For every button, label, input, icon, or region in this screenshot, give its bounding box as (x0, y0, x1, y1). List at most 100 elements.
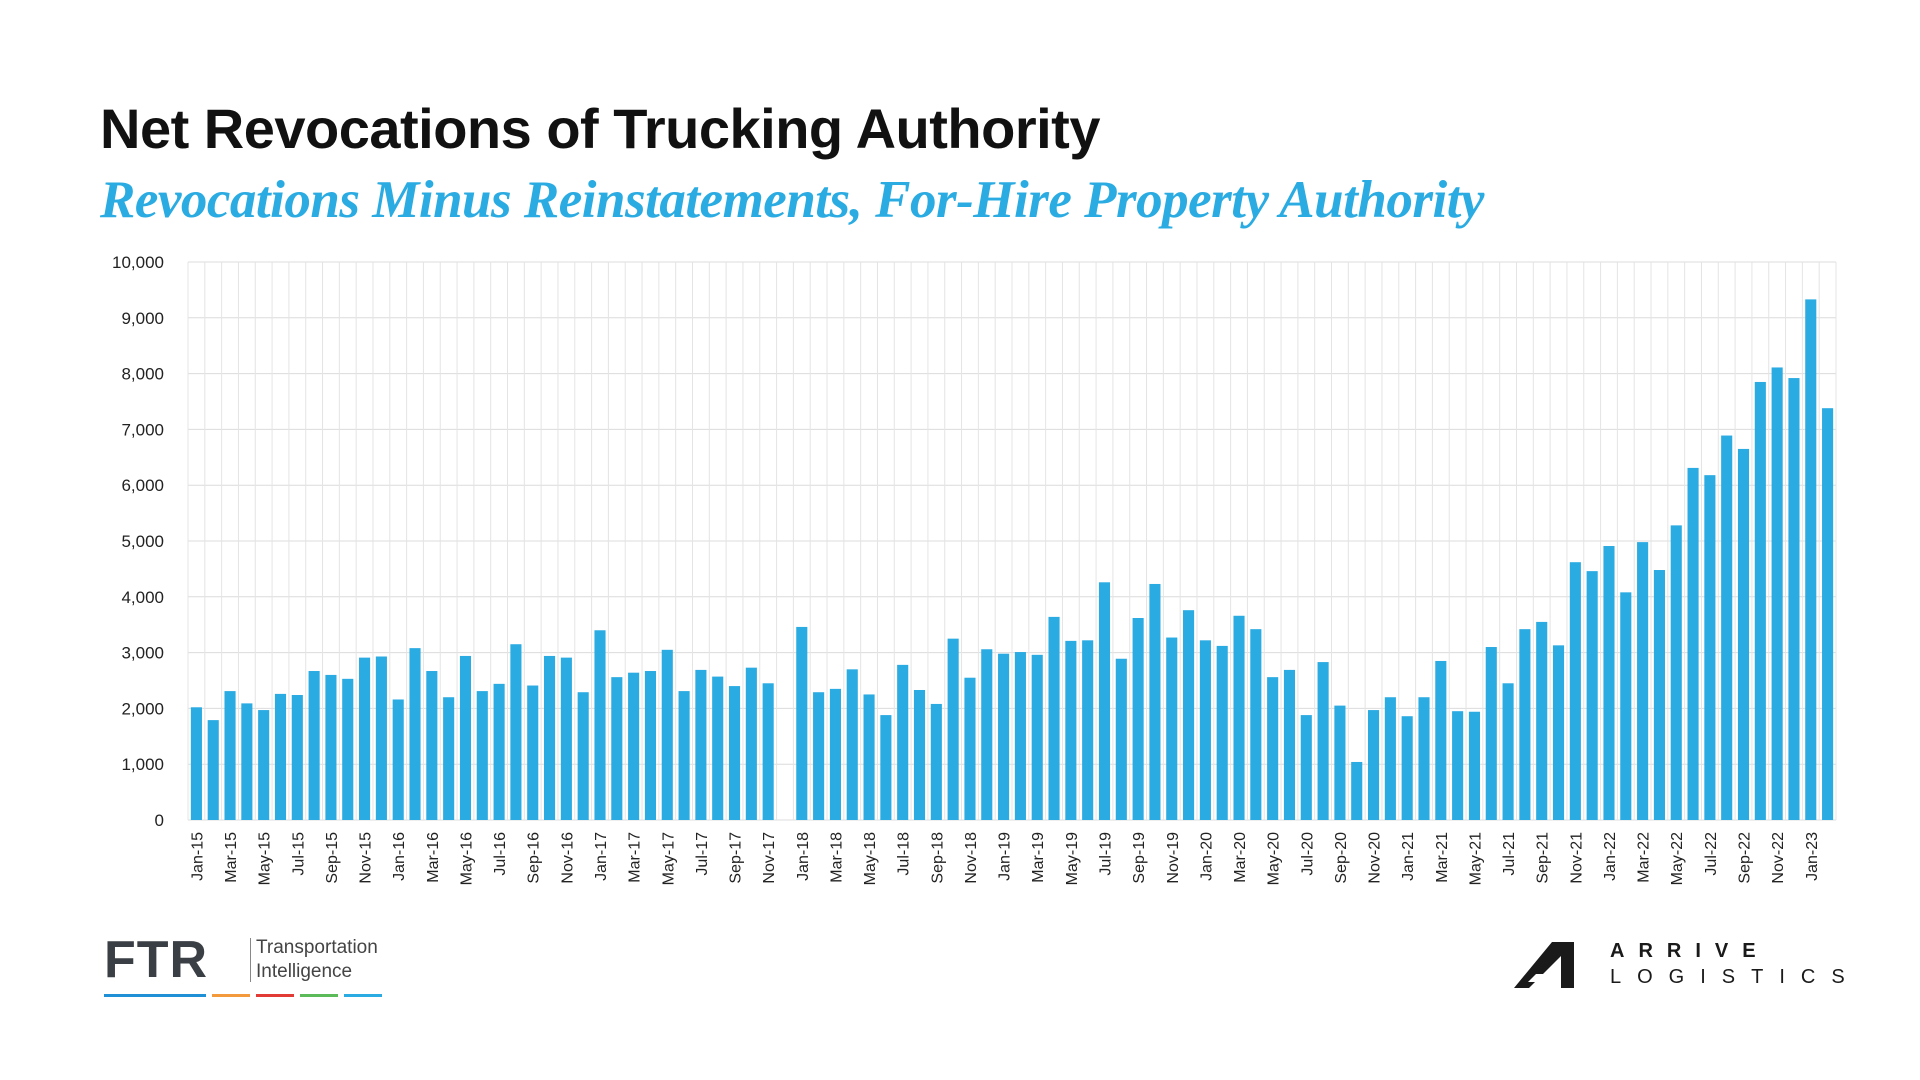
bar (678, 691, 690, 820)
x-tick-label: Sep-18 (929, 832, 946, 884)
x-axis-tick-labels: Jan-15 Mar-15 May-15 Jul-15 Sep-15 Nov-15 Jan-… (189, 832, 1820, 885)
bar (1653, 570, 1665, 820)
bar (1737, 448, 1750, 820)
chart-title: Net Revocations of Trucking Authority (100, 97, 1100, 160)
ftr-stripe (300, 994, 338, 997)
bar (947, 638, 959, 820)
y-tick-label: 8,000 (121, 365, 164, 384)
bar (1687, 467, 1699, 820)
y-tick-label: 2,000 (121, 699, 164, 718)
y-tick-label: 5,000 (121, 532, 164, 551)
bar (728, 686, 741, 820)
bar (325, 674, 337, 820)
x-tick-label: Jul-20 (1299, 832, 1316, 876)
x-tick-label: Mar-20 (1232, 832, 1249, 883)
bar (493, 683, 505, 820)
chart-subtitle: Revocations Minus Reinstatements, For-Hi… (100, 171, 1484, 229)
bar (1637, 542, 1649, 820)
bar (762, 683, 774, 820)
bar (1300, 715, 1312, 820)
x-tick-label: May-17 (660, 832, 677, 885)
x-tick-label: Mar-15 (223, 832, 240, 883)
x-tick-label: Jul-21 (1501, 832, 1518, 876)
x-tick-label: Mar-21 (1434, 832, 1451, 883)
bar (560, 657, 572, 820)
x-tick-label: Nov-18 (963, 832, 980, 884)
y-tick-label: 0 (155, 811, 164, 830)
bar (1536, 621, 1548, 820)
bar (846, 669, 858, 820)
x-tick-label: Jul-22 (1703, 832, 1720, 876)
bar (1065, 640, 1077, 820)
bar (1166, 637, 1178, 820)
ftr-tagline-line-2: Intelligence (256, 961, 353, 982)
bar (930, 703, 942, 820)
x-tick-label: Sep-15 (324, 832, 341, 884)
x-tick-label: Jan-21 (1400, 832, 1417, 881)
y-tick-label: 6,000 (121, 476, 164, 495)
bar (1822, 408, 1834, 820)
x-tick-label: Jul-17 (694, 832, 711, 876)
x-tick-label: Jul-18 (896, 832, 913, 876)
bar (1586, 571, 1598, 820)
x-tick-label: Mar-18 (828, 832, 845, 883)
chart-grid (187, 261, 1837, 821)
arrive-wordmark: ARRIVE (1610, 940, 1770, 962)
bar (998, 653, 1010, 820)
bar (1519, 629, 1531, 820)
bar (611, 677, 623, 820)
bar (1435, 660, 1447, 820)
bar (527, 685, 539, 820)
bar (1183, 610, 1195, 820)
bar (1283, 669, 1296, 820)
bar (1468, 711, 1480, 820)
x-tick-label: Jul-19 (1097, 832, 1114, 876)
bar (1334, 705, 1346, 820)
x-tick-label: Jan-18 (795, 832, 812, 881)
x-tick-label: Mar-16 (425, 832, 442, 883)
bar (291, 695, 303, 820)
x-tick-label: Jan-17 (593, 832, 610, 881)
ftr-tagline: Transportation Intelligence (256, 936, 378, 984)
x-tick-label: Sep-16 (526, 832, 543, 884)
bar-series (190, 299, 1834, 820)
x-tick-label: Sep-21 (1535, 832, 1552, 884)
bar (207, 720, 219, 820)
bar (274, 693, 287, 820)
bar (1216, 645, 1228, 820)
x-tick-label: Sep-19 (1131, 832, 1148, 884)
bar (443, 697, 455, 820)
x-tick-label: Nov-22 (1770, 832, 1787, 884)
bar (1620, 592, 1632, 820)
ftr-stripe (212, 994, 250, 997)
bar (1704, 475, 1716, 820)
bar (308, 671, 320, 820)
bar (1031, 654, 1043, 820)
bar (1771, 367, 1783, 820)
bar (258, 710, 270, 820)
bar (863, 694, 875, 820)
x-tick-label: Jan-15 (189, 832, 206, 881)
bar (1014, 652, 1026, 820)
bar (1098, 582, 1111, 820)
bar (476, 691, 488, 820)
bar (1368, 710, 1380, 820)
bar (964, 677, 976, 820)
bar (375, 656, 387, 820)
bar (1082, 640, 1094, 820)
x-tick-label: Nov-21 (1568, 832, 1585, 884)
bar (1267, 677, 1279, 820)
arrive-logistics-logo: ARRIVE LOGISTICS (1514, 938, 1854, 1008)
bar (544, 655, 556, 820)
x-tick-label: May-19 (1064, 832, 1081, 885)
bar (1788, 378, 1800, 820)
x-tick-label: Sep-20 (1333, 832, 1350, 884)
x-tick-label: May-18 (862, 832, 879, 885)
bar (1721, 435, 1733, 820)
x-tick-label: Nov-15 (358, 832, 375, 884)
bar (813, 692, 825, 820)
y-tick-label: 7,000 (121, 420, 164, 439)
x-tick-label: Nov-20 (1367, 832, 1384, 884)
x-tick-label: Jan-22 (1602, 832, 1619, 881)
bar (1250, 629, 1262, 820)
